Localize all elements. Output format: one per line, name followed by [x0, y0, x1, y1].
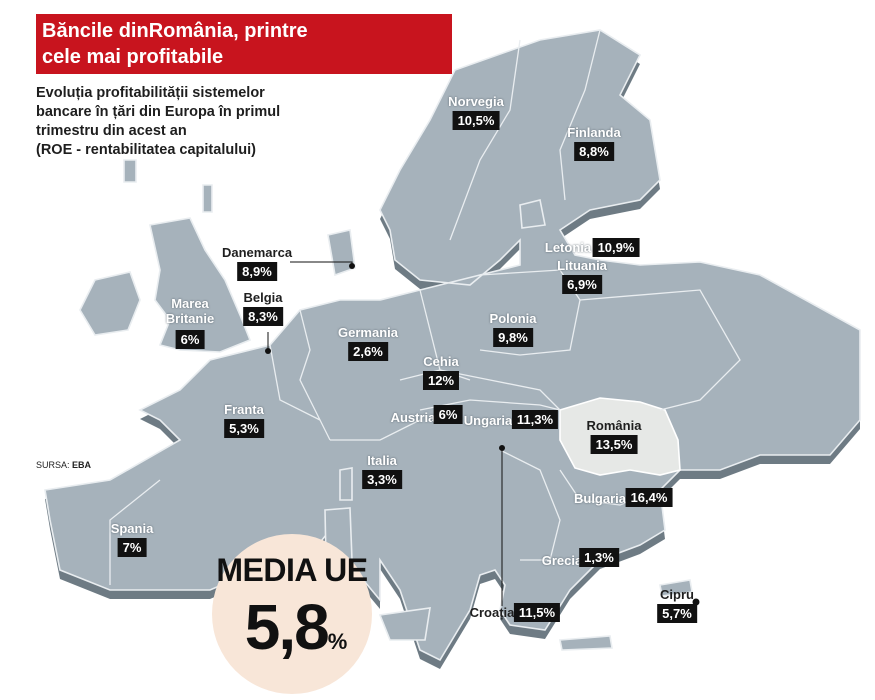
value-franta: 5,3%	[224, 419, 264, 438]
label-bulgaria: Bulgaria	[573, 491, 627, 506]
value-finlanda: 8,8%	[574, 142, 614, 161]
value-bulgaria: 16,4%	[625, 488, 673, 507]
value-croatia: 11,5%	[513, 603, 561, 622]
eu-average-label: MEDIA UE	[216, 552, 368, 588]
cyprus	[659, 579, 693, 597]
value-lituania: 6,9%	[562, 275, 602, 294]
label-norvegia: Norvegia	[448, 94, 504, 109]
label-ungaria: Ungaria	[463, 413, 513, 428]
eu-average-number: 5,8	[244, 591, 330, 663]
svalbard-nz	[519, 199, 546, 229]
great-britain	[149, 217, 252, 353]
subtitle: Evoluția profitabilității sistemelor ban…	[36, 84, 296, 160]
value-spania: 7%	[117, 538, 147, 557]
eu-average-badge	[212, 534, 372, 694]
page-title: Băncile dinRomânia, printre cele mai pro…	[42, 20, 308, 68]
value-germania: 2,6%	[348, 342, 388, 361]
label-letonia: Letonia	[544, 240, 592, 255]
title-bar	[36, 14, 452, 74]
label-germania: Germania	[338, 325, 398, 340]
source-name: EBA	[72, 460, 92, 470]
value-cehia: 12%	[422, 371, 460, 390]
label-finlanda: Finlanda	[567, 125, 621, 140]
value-romania: 13,5%	[590, 435, 638, 454]
value-polonia: 9,8%	[493, 328, 533, 347]
label-marea-britanie: Marea Britanie	[165, 296, 215, 326]
value-ungaria: 11,3%	[511, 410, 559, 429]
sicily	[378, 607, 431, 641]
label-grecia: Grecia	[541, 553, 583, 568]
label-cehia: Cehia	[423, 354, 459, 369]
ireland	[79, 271, 141, 336]
label-croatia: Croația	[469, 605, 515, 620]
value-danemarca: 8,9%	[237, 262, 277, 281]
label-lituania: Lituania	[557, 258, 607, 273]
subtitle-line: bancare în țări din Europa în primul	[36, 104, 281, 120]
label-polonia: Polonia	[489, 311, 537, 326]
label-romania: România	[586, 418, 642, 433]
label-belgia: Belgia	[243, 290, 283, 305]
callout-lines	[265, 261, 700, 606]
label-spania: Spania	[110, 521, 154, 536]
subtitle-line: Evoluția profitabilității sistemelor	[36, 85, 265, 101]
value-letonia: 10,9%	[592, 238, 640, 257]
crete	[559, 635, 613, 651]
label-cipru: Cipru	[660, 587, 694, 602]
value-cipru: 5,7%	[657, 604, 697, 623]
subtitle-line: (ROE - rentabilitatea capitalului)	[36, 142, 256, 158]
label-danemarca: Danemarca	[221, 245, 293, 260]
iceland-faroe-bits	[123, 159, 213, 213]
eu-average-unit: %	[327, 629, 348, 654]
source-label: SURSA:	[36, 460, 70, 470]
source-note: SURSA: EBA	[36, 460, 91, 470]
eu-average-value: 5,8%	[226, 590, 366, 664]
value-grecia: 1,3%	[579, 548, 619, 567]
value-austria: 6%	[433, 405, 463, 424]
label-austria: Austria	[390, 410, 436, 425]
value-marea-britanie: 6%	[175, 330, 205, 349]
subtitle-line: trimestru din acest an	[36, 123, 187, 139]
value-norvegia: 10,5%	[452, 111, 500, 130]
label-franta: Franta	[224, 402, 264, 417]
value-italia: 3,3%	[362, 470, 402, 489]
corsica	[339, 467, 353, 501]
label-italia: Italia	[367, 453, 397, 468]
value-belgia: 8,3%	[243, 307, 283, 326]
